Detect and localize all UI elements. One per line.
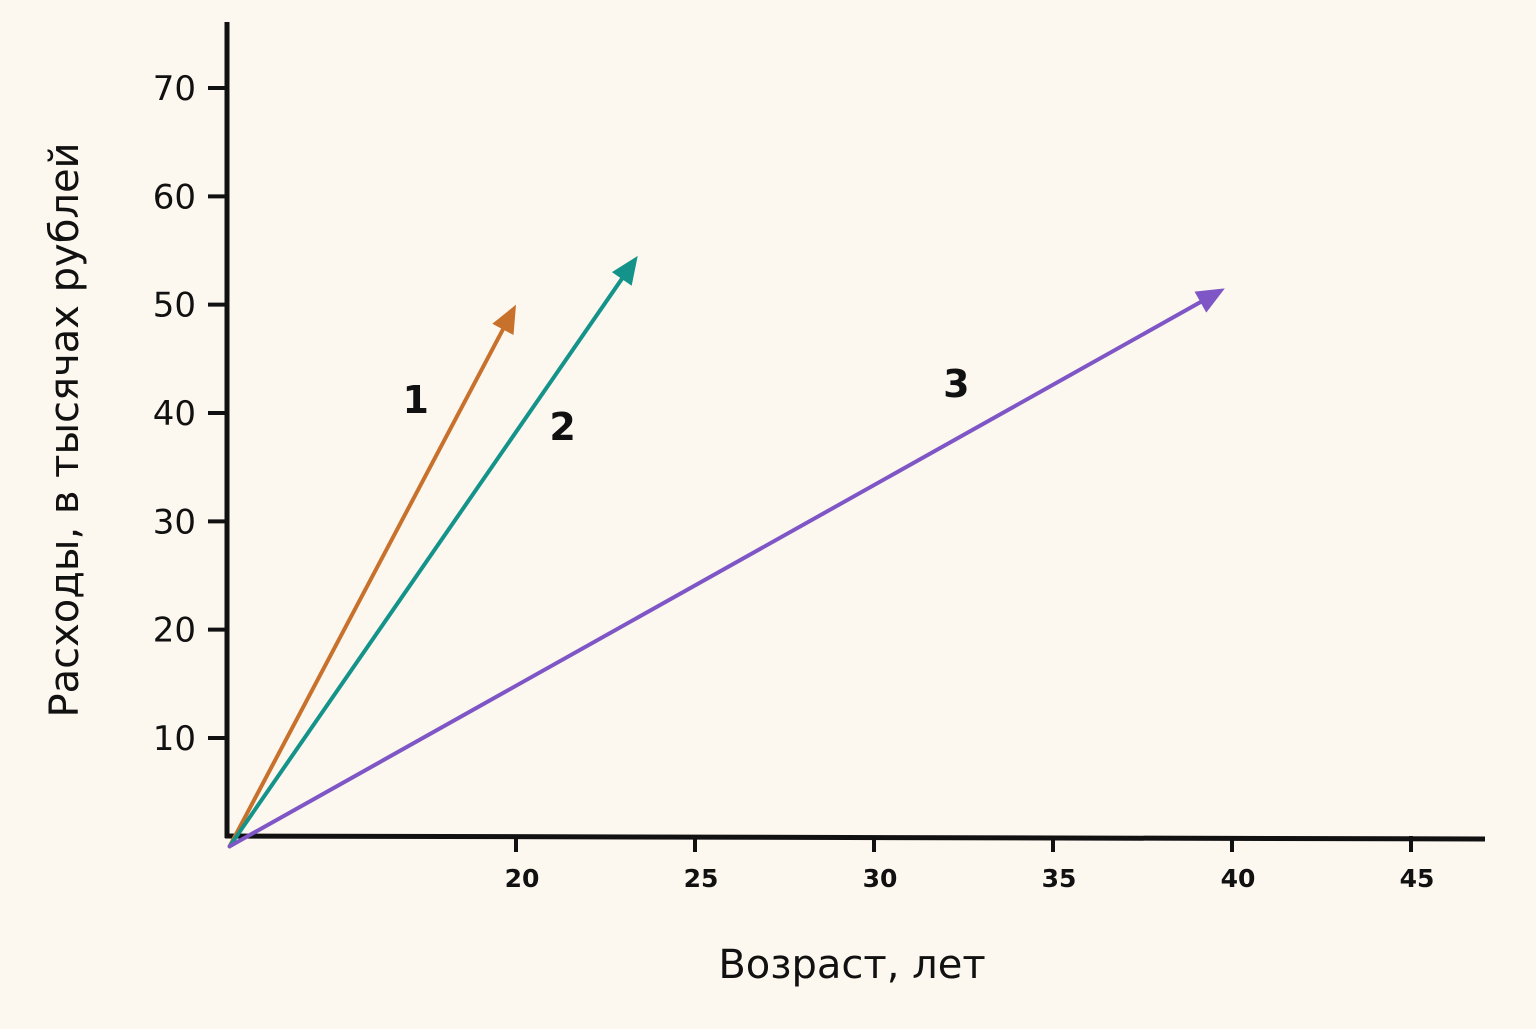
x-tick-label: 35: [1042, 864, 1077, 893]
x-tick-label: 25: [684, 864, 719, 893]
series-3-line: [227, 299, 1205, 849]
series-1-label: 1: [403, 378, 429, 422]
labels: Возраст, лет Расходы, в тысячах рублей: [42, 142, 986, 988]
y-axis-title: Расходы, в тысячах рублей: [42, 142, 88, 717]
series: 1 2 3: [227, 255, 1225, 849]
y-tick-label: 10: [153, 719, 196, 759]
series-3-label: 3: [943, 362, 969, 406]
series-1-line: [227, 325, 506, 849]
y-tick-label: 30: [153, 502, 196, 542]
series-2-label: 2: [549, 405, 575, 449]
series-1-arrowhead: [492, 304, 516, 336]
y-tick-label: 20: [153, 611, 196, 651]
x-axis-line: [224, 833, 1486, 842]
series-2-arrowhead: [611, 255, 638, 286]
y-tick-label: 70: [153, 69, 196, 109]
x-tick-label: 30: [863, 864, 898, 893]
axes: [224, 22, 1486, 842]
x-axis-title: Возраст, лет: [718, 942, 985, 988]
series-3-arrowhead: [1194, 288, 1225, 313]
y-tick-label: 60: [153, 177, 196, 217]
x-tick-label: 40: [1221, 864, 1256, 893]
y-tick-label: 40: [153, 394, 196, 434]
x-tick-label: 45: [1400, 864, 1435, 893]
x-tick-label: 20: [505, 864, 540, 893]
y-tick-label: 50: [153, 286, 196, 326]
ticks: 10 20 30 40 50 60 70 20 25 30 35 40 45: [153, 69, 1435, 893]
series-2-line: [227, 275, 625, 849]
